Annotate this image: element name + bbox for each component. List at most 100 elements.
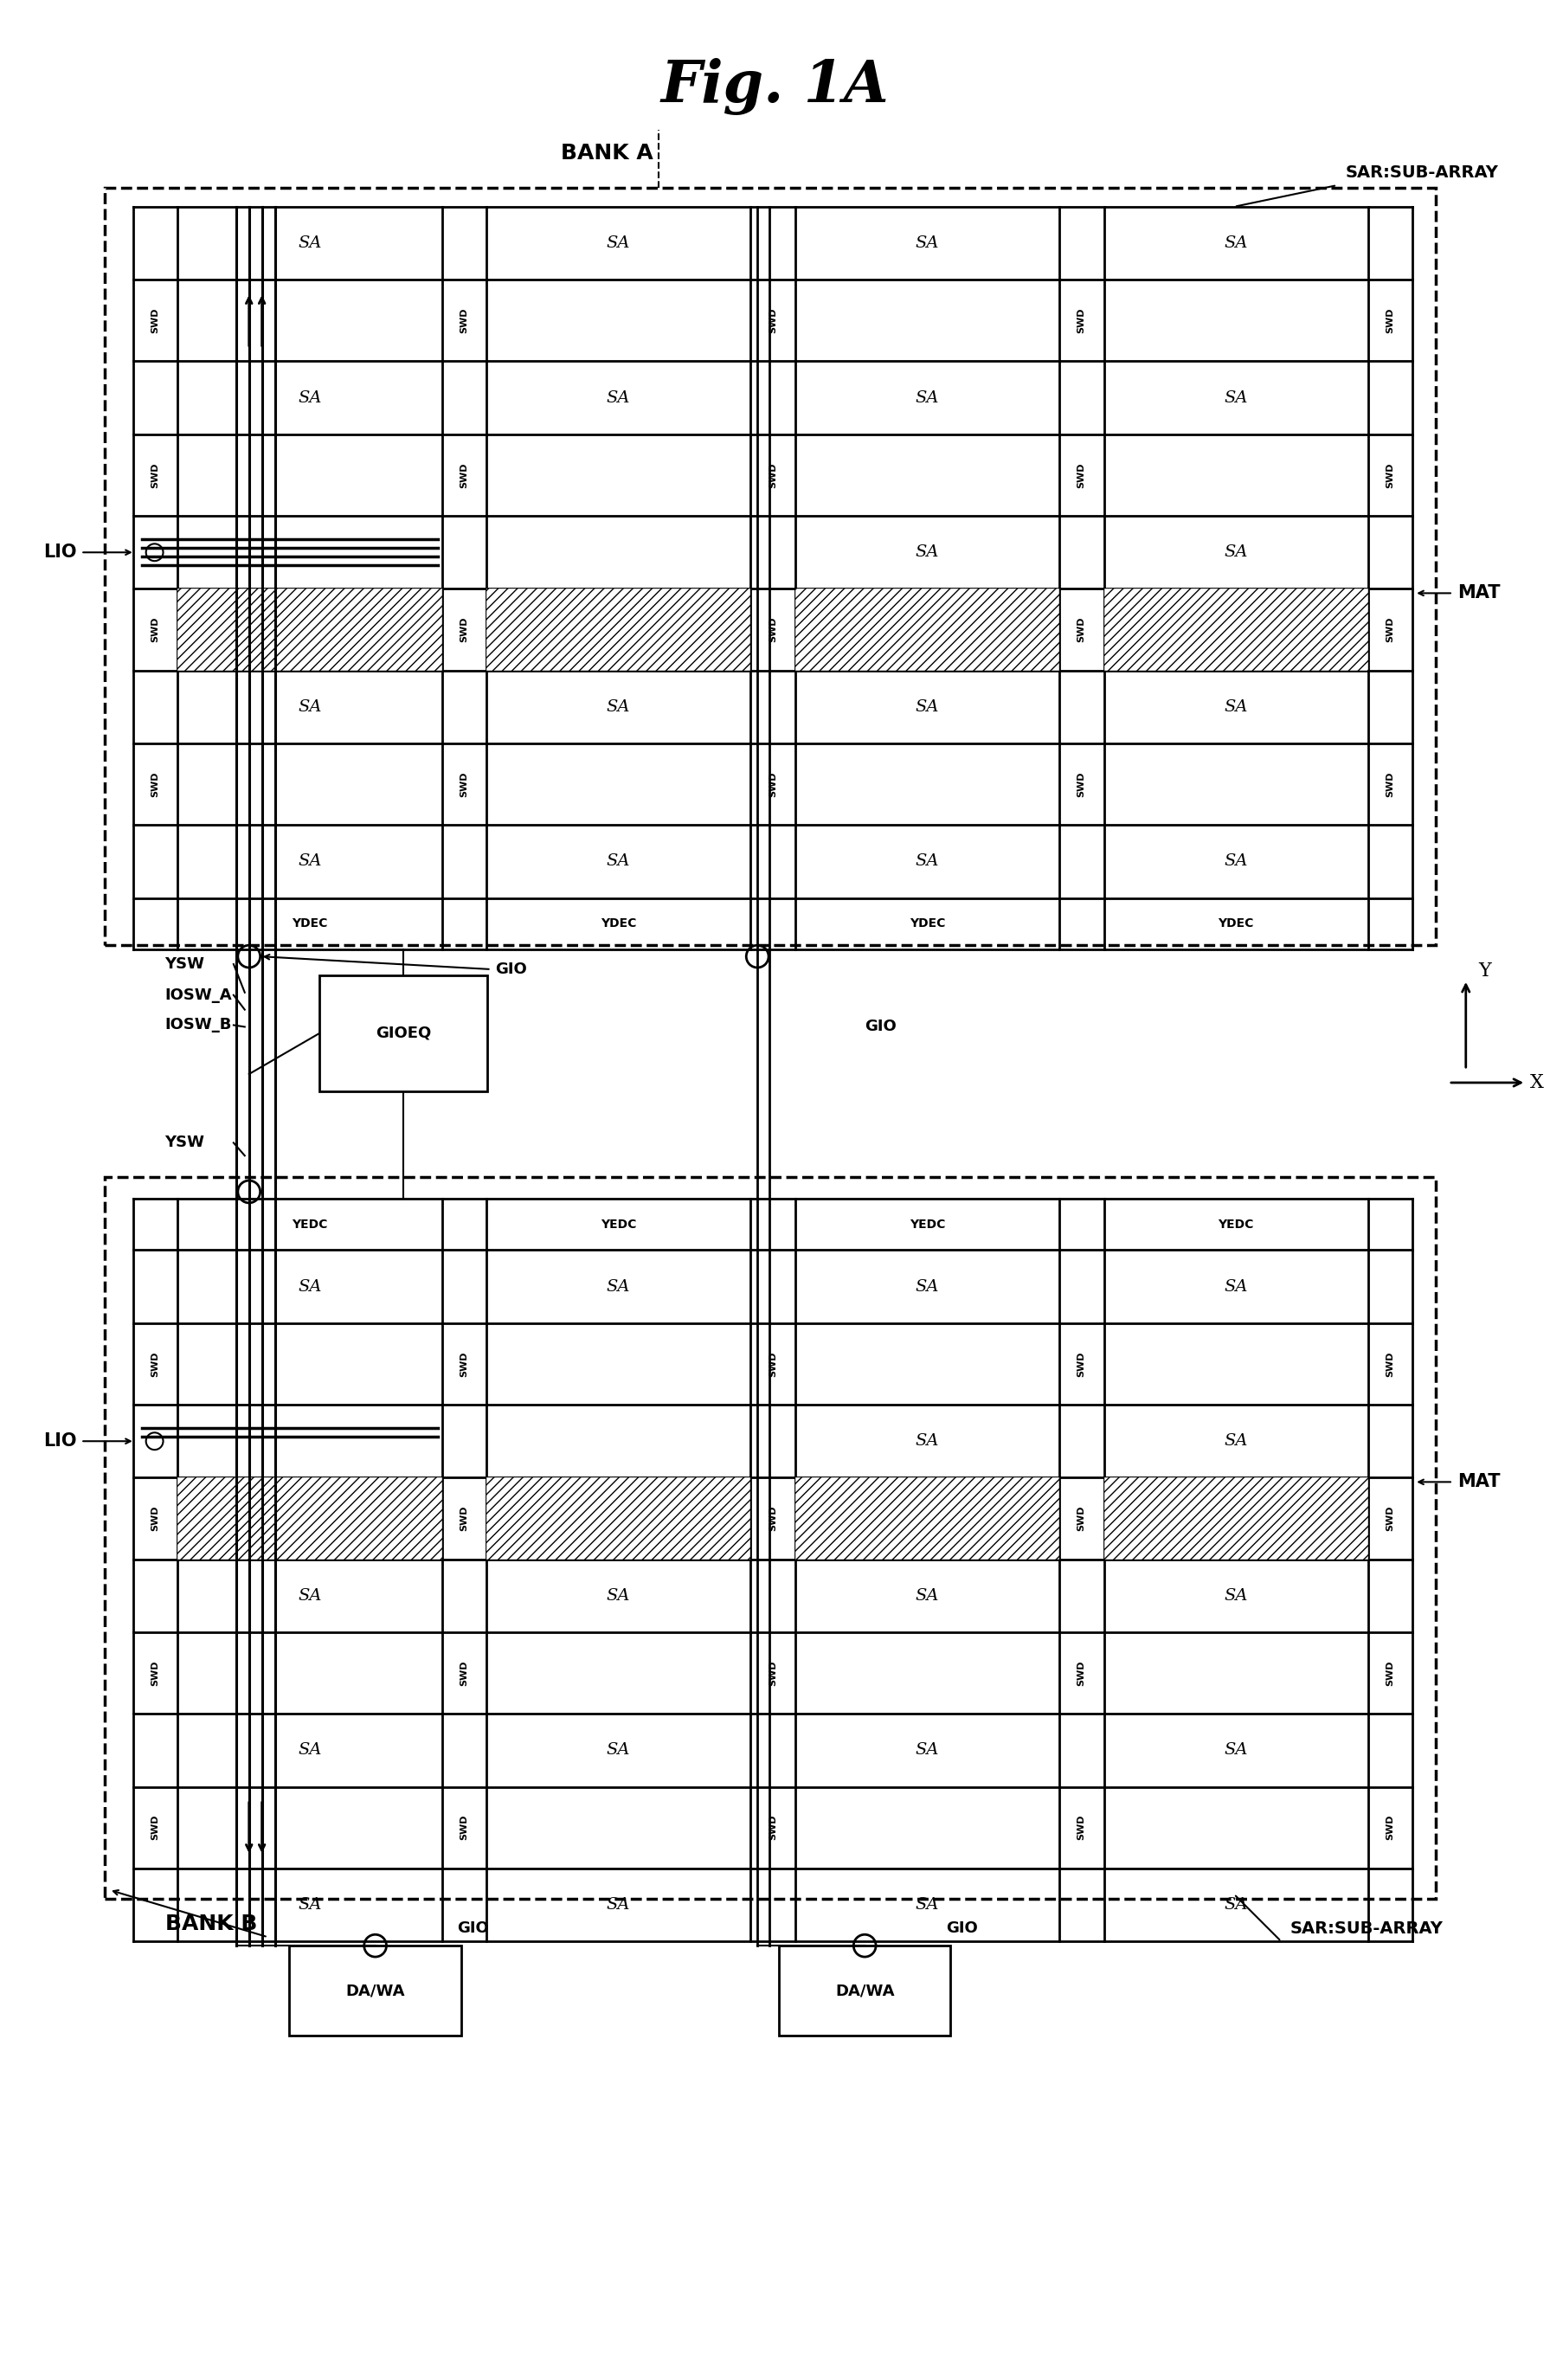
Text: SWD: SWD [1386, 1507, 1395, 1530]
Text: YDEC: YDEC [291, 919, 327, 931]
Text: SWD: SWD [769, 1661, 777, 1685]
Text: SWD: SWD [150, 1507, 160, 1530]
Text: SWD: SWD [150, 462, 160, 488]
Text: SWD: SWD [1077, 771, 1087, 797]
Text: YEDC: YEDC [910, 1219, 946, 1230]
Text: SA: SA [1224, 390, 1248, 405]
Text: SA: SA [1224, 1433, 1248, 1449]
Text: SWD: SWD [1077, 1352, 1087, 1376]
Text: Fig. 1A: Fig. 1A [660, 57, 888, 114]
Text: IOSW_A: IOSW_A [164, 988, 232, 1002]
Text: YEDC: YEDC [600, 1219, 637, 1230]
Text: IOSW_B: IOSW_B [164, 1016, 232, 1033]
Text: SA: SA [1224, 1897, 1248, 1914]
Text: MAT: MAT [1457, 585, 1500, 602]
Text: SAR:SUB-ARRAY: SAR:SUB-ARRAY [1345, 164, 1499, 181]
Text: SA: SA [916, 700, 939, 714]
Text: SWD: SWD [1077, 1661, 1087, 1685]
Text: YDEC: YDEC [600, 919, 637, 931]
Text: SWD: SWD [1077, 462, 1087, 488]
Text: SA: SA [298, 700, 322, 714]
Text: SWD: SWD [150, 1352, 160, 1376]
Text: BANK A: BANK A [561, 143, 653, 164]
Text: SWD: SWD [460, 1816, 468, 1840]
Text: SA: SA [1224, 1278, 1248, 1295]
Text: BANK B: BANK B [164, 1914, 257, 1935]
Text: SA: SA [298, 236, 322, 250]
Text: Y: Y [1479, 962, 1491, 981]
Text: DA/WA: DA/WA [346, 1983, 405, 1999]
Bar [487, 588, 750, 671]
Text: SA: SA [298, 1742, 322, 1759]
Text: SA: SA [916, 1897, 939, 1914]
Text: YSW: YSW [164, 957, 205, 971]
Text: GIO: GIO [457, 1921, 488, 1937]
Text: LIO: LIO [43, 1433, 76, 1449]
Text: SA: SA [916, 236, 939, 250]
Text: GIOEQ: GIOEQ [375, 1026, 431, 1040]
Text: SA: SA [606, 236, 631, 250]
Text: SWD: SWD [460, 307, 468, 333]
Text: SWD: SWD [769, 1352, 777, 1376]
Bar [319, 976, 487, 1092]
Text: SWD: SWD [1386, 307, 1395, 333]
Text: SWD: SWD [460, 771, 468, 797]
Text: SA: SA [1224, 854, 1248, 869]
Text: SWD: SWD [460, 462, 468, 488]
Text: YEDC: YEDC [291, 1219, 327, 1230]
Text: SA: SA [916, 1587, 939, 1604]
Text: SA: SA [1224, 1587, 1248, 1604]
Text: SWD: SWD [460, 1661, 468, 1685]
Text: SA: SA [606, 1897, 631, 1914]
Bar [795, 1478, 1059, 1559]
Text: SWD: SWD [769, 1816, 777, 1840]
Text: DA/WA: DA/WA [835, 1983, 894, 1999]
Text: SWD: SWD [150, 307, 160, 333]
Text: LIO: LIO [43, 543, 76, 562]
Text: SA: SA [1224, 236, 1248, 250]
Text: SA: SA [606, 390, 631, 405]
Text: SWD: SWD [1077, 616, 1087, 643]
Text: SWD: SWD [1386, 1352, 1395, 1376]
Text: SWD: SWD [1077, 1507, 1087, 1530]
Bar [778, 1947, 950, 2035]
Text: SA: SA [916, 854, 939, 869]
Bar [178, 588, 442, 671]
Text: SA: SA [916, 1433, 939, 1449]
Text: SWD: SWD [769, 616, 777, 643]
Bar [290, 1947, 462, 2035]
Text: SA: SA [1224, 700, 1248, 714]
Text: SWD: SWD [769, 307, 777, 333]
Text: GIO: GIO [496, 962, 527, 978]
Text: GIO: GIO [865, 1019, 896, 1035]
Text: MAT: MAT [1457, 1473, 1500, 1490]
Text: SA: SA [606, 1587, 631, 1604]
Text: SWD: SWD [1077, 307, 1087, 333]
Text: YDEC: YDEC [910, 919, 946, 931]
Text: SWD: SWD [1386, 616, 1395, 643]
Text: SA: SA [298, 1587, 322, 1604]
Text: YDEC: YDEC [1218, 919, 1254, 931]
Text: SA: SA [1224, 1742, 1248, 1759]
Text: SA: SA [916, 1278, 939, 1295]
Text: SA: SA [606, 854, 631, 869]
Text: YSW: YSW [164, 1135, 205, 1150]
Text: GIO: GIO [947, 1921, 978, 1937]
Text: SA: SA [298, 1278, 322, 1295]
Text: SA: SA [606, 700, 631, 714]
Text: SWD: SWD [1386, 1661, 1395, 1685]
Text: SA: SA [916, 390, 939, 405]
Bar [487, 1478, 750, 1559]
Text: SWD: SWD [1386, 462, 1395, 488]
Text: SWD: SWD [769, 771, 777, 797]
Text: SWD: SWD [1386, 1816, 1395, 1840]
Text: SA: SA [298, 1897, 322, 1914]
Text: SA: SA [1224, 545, 1248, 559]
Bar [1104, 588, 1369, 671]
Bar [1104, 1478, 1369, 1559]
Text: SA: SA [916, 545, 939, 559]
Text: SWD: SWD [769, 462, 777, 488]
Text: SWD: SWD [150, 616, 160, 643]
Bar [105, 188, 1435, 945]
Text: SA: SA [298, 854, 322, 869]
